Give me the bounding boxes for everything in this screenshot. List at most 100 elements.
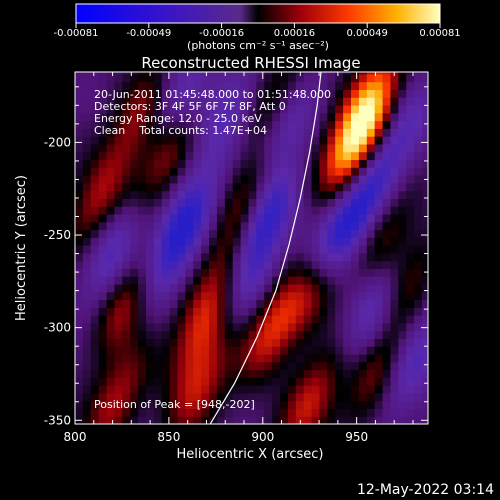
heatmap-cell <box>240 322 250 332</box>
heatmap-cell <box>327 167 336 176</box>
heatmap-cell <box>193 307 202 316</box>
heatmap-cell <box>177 400 187 410</box>
heatmap-cell <box>319 353 328 363</box>
heatmap-cell <box>185 377 194 386</box>
heatmap-cell <box>256 299 265 308</box>
heatmap-cell <box>421 213 428 223</box>
heatmap-cell <box>145 353 155 363</box>
heatmap-cell <box>75 330 84 340</box>
heatmap-cell <box>366 400 376 410</box>
heatmap-cell <box>398 377 407 386</box>
heatmap-cell <box>406 128 415 137</box>
heatmap-cell <box>287 338 297 347</box>
heatmap-cell <box>82 206 92 215</box>
heatmap-cell <box>414 260 423 269</box>
heatmap-cell <box>114 89 123 98</box>
heatmap-cell <box>414 315 423 324</box>
heatmap-cell <box>98 400 108 410</box>
heatmap-cell <box>319 182 328 192</box>
heatmap-cell <box>114 143 123 153</box>
heatmap-cell <box>319 268 328 277</box>
heatmap-cell <box>216 361 226 371</box>
heatmap-cell <box>240 291 250 301</box>
heatmap-cell <box>295 167 305 176</box>
heatmap-cell <box>319 283 328 293</box>
heatmap-cell <box>216 283 226 293</box>
heatmap-cell <box>185 315 194 324</box>
heatmap-cell <box>114 221 123 231</box>
heatmap-cell <box>414 89 423 98</box>
heatmap-cell <box>280 237 289 246</box>
heatmap-cell <box>421 400 428 410</box>
annotation-time-range: 20-Jun-2011 01:45:48.000 to 01:51:48.000 <box>94 88 331 101</box>
heatmap-cell <box>90 369 100 378</box>
heatmap-cell <box>319 120 328 129</box>
heatmap-cell <box>272 307 281 316</box>
heatmap-cell <box>295 377 305 386</box>
heatmap-cell <box>421 245 428 254</box>
heatmap-cell <box>406 408 415 417</box>
heatmap-cell <box>287 151 297 161</box>
heatmap-cell <box>177 221 187 231</box>
heatmap-cell <box>153 283 163 293</box>
heatmap-cell <box>351 151 360 161</box>
heatmap-cell <box>272 237 281 246</box>
heatmap-cell <box>224 198 234 207</box>
heatmap-cell <box>240 245 250 254</box>
heatmap-cell <box>145 408 155 417</box>
heatmap-cell <box>366 260 376 269</box>
heatmap-cell <box>327 229 336 238</box>
heatmap-cell <box>177 182 187 192</box>
heatmap-cell <box>82 198 92 207</box>
heatmap-cell <box>161 143 171 153</box>
heatmap-cell <box>114 377 123 386</box>
heatmap-cell <box>327 245 336 254</box>
heatmap-cell <box>185 206 194 215</box>
heatmap-cell <box>185 151 194 161</box>
heatmap-cell <box>374 400 384 410</box>
heatmap-cell <box>130 89 139 98</box>
heatmap-cell <box>130 229 139 238</box>
heatmap-cell <box>335 206 344 215</box>
heatmap-cell <box>311 237 321 246</box>
heatmap-cell <box>303 213 313 223</box>
heatmap-cell <box>374 377 384 386</box>
heatmap-cell <box>161 97 171 106</box>
heatmap-cell <box>216 73 226 83</box>
heatmap-cell <box>366 213 376 223</box>
heatmap-cell <box>177 307 187 316</box>
heatmap-cell <box>382 330 392 340</box>
heatmap-cell <box>193 136 202 145</box>
heatmap-cell <box>256 416 265 424</box>
heatmap-cell <box>130 206 139 215</box>
heatmap-cell <box>216 167 226 176</box>
heatmap-cell <box>232 322 242 332</box>
heatmap-cell <box>248 276 257 285</box>
heatmap-cell <box>153 369 163 378</box>
heatmap-cell <box>114 151 123 161</box>
heatmap-cell <box>406 392 415 402</box>
heatmap-cell <box>382 276 392 285</box>
heatmap-cell <box>130 416 139 424</box>
heatmap-cell <box>272 151 281 161</box>
heatmap-cell <box>366 128 376 137</box>
heatmap-cell <box>240 307 250 316</box>
heatmap-cell <box>248 112 257 122</box>
heatmap-cell <box>287 416 297 424</box>
heatmap-cell <box>390 338 399 347</box>
heatmap-cell <box>327 338 336 347</box>
heatmap-cell <box>106 408 116 417</box>
heatmap-cell <box>264 291 273 301</box>
heatmap-cell <box>382 128 392 137</box>
heatmap-cell <box>421 104 428 114</box>
heatmap-cell <box>335 97 344 106</box>
heatmap-cell <box>390 330 399 340</box>
heatmap-cell <box>114 392 123 402</box>
heatmap-cell <box>201 190 210 199</box>
heatmap-cell <box>169 408 179 417</box>
heatmap-cell <box>382 112 392 122</box>
heatmap-cell <box>153 416 163 424</box>
heatmap-cell <box>240 151 250 161</box>
heatmap-cell <box>358 322 368 332</box>
